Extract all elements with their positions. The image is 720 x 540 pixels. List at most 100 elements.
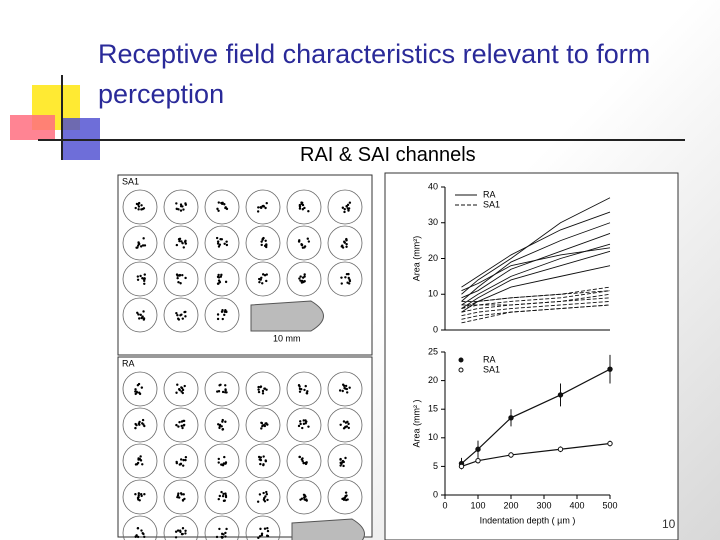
dot (175, 202, 178, 205)
dot (217, 390, 221, 393)
dot (343, 386, 346, 390)
dot (303, 273, 306, 276)
dot (343, 496, 347, 500)
x-tick-label: 100 (470, 500, 485, 510)
dot (139, 455, 142, 458)
dot (259, 385, 262, 389)
receptive-field (245, 443, 281, 479)
dot (182, 458, 185, 462)
dot (305, 391, 308, 395)
dot (225, 243, 229, 247)
dot (181, 426, 184, 430)
dot (265, 388, 268, 391)
point (557, 446, 564, 452)
dot (301, 426, 304, 430)
dot (305, 499, 308, 502)
dot (181, 388, 185, 392)
receptive-field (204, 261, 240, 297)
receptive-field (327, 371, 363, 407)
dot (136, 461, 140, 465)
dot (140, 529, 143, 532)
dot (134, 388, 137, 391)
dot (256, 500, 260, 503)
dot (217, 423, 220, 426)
dot (260, 206, 263, 210)
dot (346, 391, 349, 394)
legend-label: RA (483, 189, 496, 199)
dot (179, 209, 183, 212)
dot (137, 244, 140, 247)
dot (301, 246, 305, 249)
dot (184, 456, 188, 459)
dot (257, 536, 260, 540)
dot (344, 421, 348, 424)
dot (217, 276, 221, 279)
receptive-field (327, 443, 363, 479)
receptive-field (204, 371, 240, 407)
point (607, 440, 613, 447)
y-tick-label: 5 (433, 461, 438, 471)
dot (216, 242, 220, 245)
dot (225, 527, 228, 531)
dot (181, 391, 184, 395)
receptive-field (204, 297, 240, 333)
dot (265, 201, 268, 205)
dot (220, 201, 223, 205)
dot (224, 308, 227, 312)
dot (339, 464, 342, 467)
dot (347, 422, 350, 426)
dot (224, 384, 227, 387)
dot (139, 274, 142, 278)
y-tick-label: 10 (428, 432, 438, 442)
dot (217, 461, 220, 464)
dot (345, 238, 348, 242)
dot (302, 496, 306, 499)
dot (139, 313, 142, 317)
receptive-field (122, 443, 158, 479)
dot (216, 313, 220, 316)
dot (298, 455, 302, 459)
dot (219, 275, 223, 278)
dot (300, 202, 303, 206)
dot (178, 239, 181, 243)
dot (341, 383, 345, 386)
receptive-field (245, 515, 281, 540)
dot (184, 202, 187, 205)
dot (307, 210, 310, 213)
dot (306, 237, 309, 240)
dot (137, 492, 141, 495)
dot (137, 422, 141, 425)
dot (261, 273, 265, 276)
legend-swatch (458, 367, 464, 373)
dot (344, 276, 347, 279)
dot (142, 310, 145, 313)
dot (216, 390, 219, 393)
dot (344, 384, 348, 388)
dot (218, 426, 221, 430)
dot (301, 457, 304, 460)
receptive-field (163, 225, 199, 261)
dot (299, 279, 302, 282)
dot (137, 242, 141, 245)
dot (221, 428, 224, 431)
dot (176, 383, 179, 386)
point (508, 452, 514, 458)
dot (182, 423, 186, 427)
dot (179, 282, 182, 285)
dot (218, 243, 222, 246)
dot (262, 463, 265, 467)
dot (224, 531, 227, 535)
dot (137, 493, 140, 497)
dot (181, 242, 184, 245)
dot (304, 384, 307, 388)
dot (178, 237, 182, 241)
dot (181, 527, 185, 530)
receptive-field (286, 261, 322, 297)
receptive-field (122, 225, 158, 261)
dot (342, 460, 345, 464)
receptive-field (122, 261, 158, 297)
dot (184, 458, 187, 462)
dot (137, 313, 140, 316)
dot (265, 534, 269, 537)
dot (266, 498, 269, 502)
